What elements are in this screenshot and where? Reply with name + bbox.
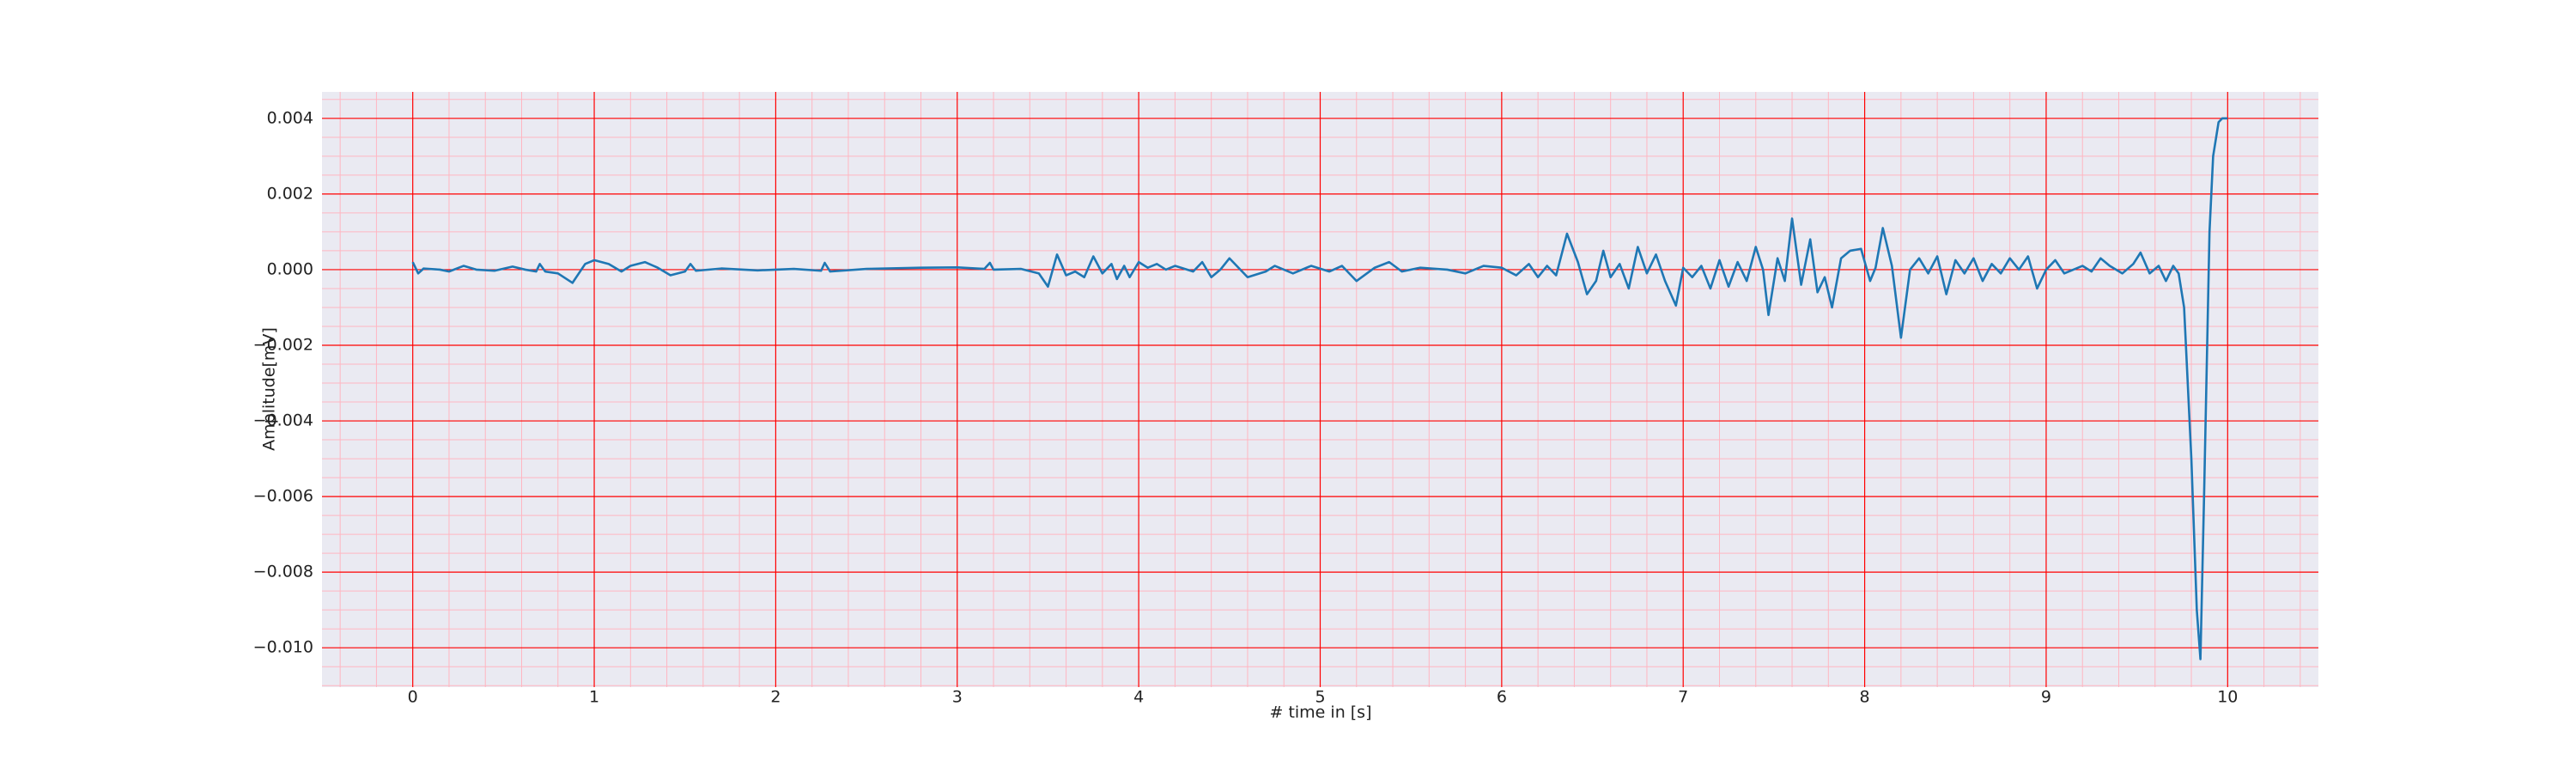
x-tick-label: 2 bbox=[770, 688, 781, 707]
x-tick-label: 3 bbox=[952, 688, 963, 707]
x-tick-label: 9 bbox=[2041, 688, 2051, 707]
x-tick-label: 4 bbox=[1133, 688, 1144, 707]
y-axis-label: Amplitude[mV] bbox=[260, 327, 279, 451]
y-tick-label: 0.002 bbox=[267, 184, 313, 203]
y-tick-label: −0.006 bbox=[253, 487, 313, 506]
x-tick-label: 0 bbox=[408, 688, 418, 707]
y-tick-label: 0.000 bbox=[267, 259, 313, 278]
y-tick-label: 0.004 bbox=[267, 108, 313, 127]
y-tick-label: −0.008 bbox=[253, 563, 313, 581]
y-tick-label: −0.002 bbox=[253, 335, 313, 354]
y-tick-label: −0.010 bbox=[253, 638, 313, 657]
x-axis-label: # time in [s] bbox=[1269, 703, 1371, 722]
x-tick-label: 5 bbox=[1315, 688, 1325, 707]
x-tick-label: 8 bbox=[1860, 688, 1870, 707]
x-tick-label: 7 bbox=[1678, 688, 1688, 707]
y-tick-label: −0.004 bbox=[253, 411, 313, 430]
x-tick-label: 1 bbox=[589, 688, 599, 707]
data-line bbox=[411, 117, 2228, 660]
x-tick-label: 6 bbox=[1497, 688, 1507, 707]
x-tick-label: 10 bbox=[2217, 688, 2238, 707]
